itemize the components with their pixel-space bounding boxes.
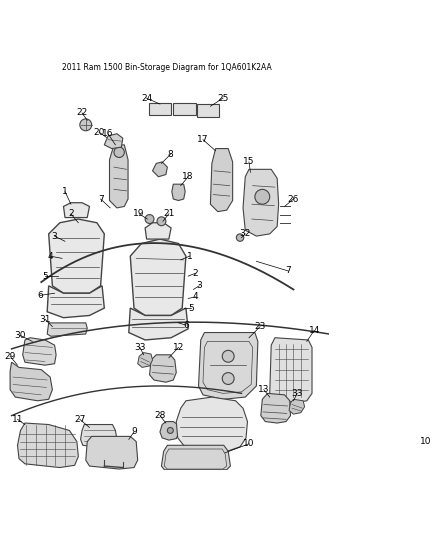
Text: 33: 33 (134, 343, 146, 352)
Text: 21: 21 (163, 209, 174, 219)
Text: 26: 26 (288, 195, 299, 204)
Polygon shape (152, 162, 167, 177)
Polygon shape (130, 239, 186, 316)
Circle shape (222, 373, 234, 384)
Polygon shape (138, 352, 152, 367)
Text: 10: 10 (420, 437, 431, 446)
Polygon shape (104, 134, 123, 149)
Polygon shape (261, 393, 290, 423)
Circle shape (255, 189, 270, 204)
Text: 1: 1 (187, 252, 192, 261)
Text: 4: 4 (47, 252, 53, 261)
Text: 2: 2 (193, 269, 198, 278)
Polygon shape (160, 422, 179, 440)
Polygon shape (47, 323, 87, 336)
Title: 2011 Ram 1500 Bin-Storage Diagram for 1QA601K2AA: 2011 Ram 1500 Bin-Storage Diagram for 1Q… (62, 63, 272, 72)
Text: 14: 14 (308, 326, 320, 335)
Text: 17: 17 (197, 135, 209, 144)
Text: 30: 30 (15, 331, 26, 340)
Text: 1: 1 (62, 187, 68, 196)
Text: 10: 10 (243, 439, 255, 448)
Circle shape (157, 217, 166, 225)
Polygon shape (110, 145, 128, 208)
Circle shape (167, 427, 173, 433)
Text: 29: 29 (4, 352, 16, 361)
Polygon shape (197, 104, 219, 117)
Text: 12: 12 (173, 343, 184, 352)
Polygon shape (10, 362, 53, 401)
Polygon shape (198, 333, 258, 399)
Text: 8: 8 (167, 150, 173, 159)
Polygon shape (210, 149, 233, 212)
Text: 15: 15 (243, 157, 255, 166)
Polygon shape (173, 102, 195, 115)
Circle shape (114, 147, 124, 157)
Text: 4: 4 (193, 293, 198, 302)
Text: 6: 6 (37, 291, 42, 300)
Text: 19: 19 (134, 209, 145, 219)
Circle shape (237, 234, 244, 241)
Text: 5: 5 (42, 272, 48, 281)
Polygon shape (86, 437, 138, 469)
Polygon shape (176, 397, 247, 453)
Polygon shape (49, 219, 104, 293)
Polygon shape (289, 399, 304, 414)
Polygon shape (18, 423, 78, 467)
Text: 13: 13 (258, 385, 269, 394)
Text: 22: 22 (77, 109, 88, 117)
Text: 2: 2 (68, 209, 74, 219)
Text: 28: 28 (154, 411, 166, 420)
Polygon shape (47, 286, 104, 318)
Text: 20: 20 (93, 128, 105, 137)
Text: 11: 11 (12, 415, 23, 424)
Polygon shape (64, 203, 89, 217)
Polygon shape (149, 355, 176, 382)
Text: 32: 32 (240, 229, 251, 238)
Text: 9: 9 (131, 427, 137, 437)
Polygon shape (149, 102, 171, 115)
Text: 7: 7 (286, 266, 291, 276)
Polygon shape (23, 338, 56, 365)
Text: 16: 16 (102, 129, 114, 138)
Polygon shape (243, 169, 279, 236)
Text: 3: 3 (196, 281, 202, 290)
Text: 31: 31 (39, 314, 51, 324)
Text: 5: 5 (188, 304, 194, 312)
Text: 24: 24 (141, 94, 152, 103)
Text: 18: 18 (182, 172, 194, 181)
Polygon shape (162, 445, 230, 470)
Polygon shape (81, 424, 117, 448)
Polygon shape (172, 184, 185, 200)
Circle shape (80, 119, 92, 131)
Text: 6: 6 (183, 321, 189, 329)
Circle shape (222, 350, 234, 362)
Text: 3: 3 (52, 232, 57, 240)
Polygon shape (129, 308, 188, 340)
Text: 23: 23 (254, 322, 266, 331)
Text: 7: 7 (98, 195, 103, 204)
Polygon shape (270, 338, 312, 402)
Text: 27: 27 (74, 415, 85, 424)
Circle shape (145, 215, 154, 223)
Text: 33: 33 (291, 389, 303, 398)
Polygon shape (145, 223, 171, 239)
Text: 25: 25 (217, 94, 229, 103)
